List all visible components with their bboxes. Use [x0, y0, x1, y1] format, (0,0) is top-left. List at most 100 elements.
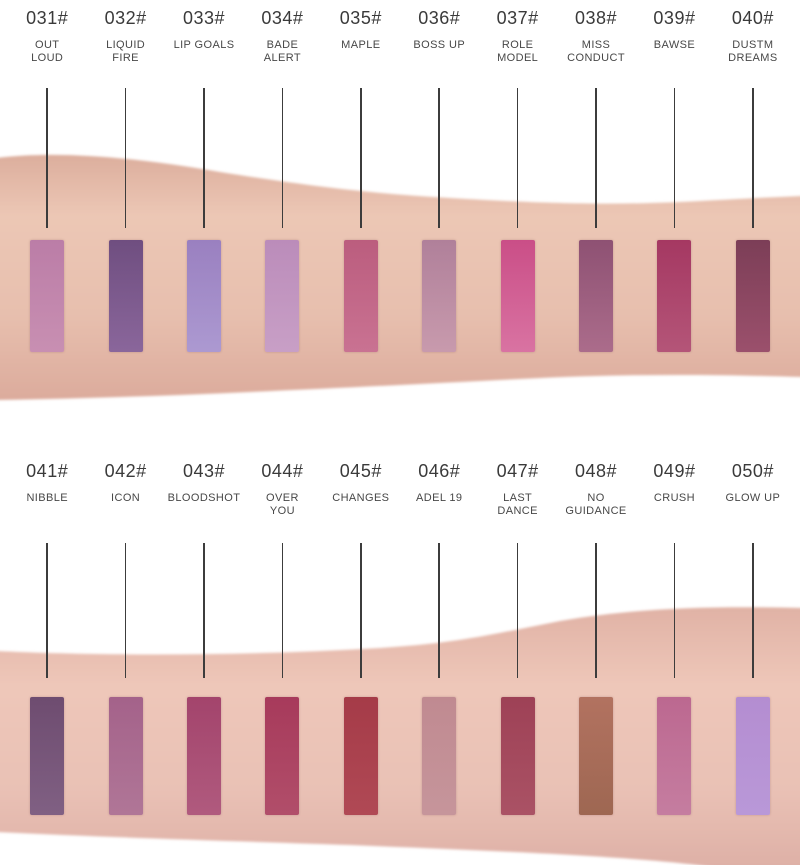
shade-name-label: BLOODSHOT: [167, 492, 241, 504]
shade-name-label: DUSTM DREAMS: [728, 39, 778, 64]
lipstick-swatch: [500, 240, 535, 352]
shade-number-label: 039#: [653, 8, 696, 28]
pointer-line: [360, 88, 362, 228]
lipstick-swatch: [187, 240, 222, 352]
shade-number-label: 048#: [575, 461, 618, 481]
shade-name-label: OVER YOU: [266, 492, 299, 517]
shade-column: 032# LIQUID FIRE: [86, 5, 164, 352]
pointer-line: [595, 88, 597, 228]
shade-number-label: 038#: [575, 8, 618, 28]
pointer-line: [46, 543, 48, 678]
shade-column: 042# ICON: [86, 458, 164, 815]
lipstick-swatch: [500, 697, 535, 815]
pointer-line: [360, 543, 362, 678]
shade-number-label: 034#: [261, 8, 304, 28]
shade-number-label: 046#: [418, 461, 461, 481]
lipstick-swatch: [108, 240, 143, 352]
shade-column: 043# BLOODSHOT: [165, 458, 243, 815]
shade-name-label: MISS CONDUCT: [567, 39, 625, 64]
shade-column: 044# OVER YOU: [243, 458, 321, 815]
shade-column: 036# BOSS UP: [400, 5, 478, 352]
shade-number-label: 037#: [496, 8, 539, 28]
shade-number-label: 042#: [104, 461, 147, 481]
pointer-line: [438, 88, 440, 228]
shade-number-label: 032#: [104, 8, 147, 28]
pointer-line: [124, 88, 127, 228]
shade-column: 033# LIP GOALS: [165, 5, 243, 352]
swatch-row-031-040: 031# OUT LOUD 032# LIQUID FIRE 033# LIP …: [8, 0, 792, 352]
shade-name-label: LIP GOALS: [173, 39, 235, 51]
shade-column: 037# ROLE MODEL: [478, 5, 556, 352]
pointer-line: [595, 543, 597, 678]
pointer-line: [752, 543, 754, 678]
shade-number-label: 040#: [731, 8, 774, 28]
shade-number-label: 047#: [496, 461, 539, 481]
shade-number-label: 050#: [731, 461, 774, 481]
shade-name-label: ADEL 19: [416, 492, 463, 504]
shade-number-label: 035#: [339, 8, 382, 28]
shade-number-label: 036#: [418, 8, 461, 28]
pointer-line: [673, 88, 676, 228]
shade-column: 050# GLOW UP: [714, 458, 792, 815]
shade-column: 048# NO GUIDANCE: [557, 458, 635, 815]
pointer-line: [281, 543, 284, 678]
shade-column: 031# OUT LOUD: [8, 5, 86, 352]
shade-number-label: 044#: [261, 461, 304, 481]
lipstick-swatch: [735, 240, 770, 352]
shade-name-label: ROLE MODEL: [497, 39, 539, 64]
pointer-line: [203, 543, 205, 678]
lipstick-swatch: [422, 697, 457, 815]
shade-number-label: 049#: [653, 461, 696, 481]
shade-column: 034# BADE ALERT: [243, 5, 321, 352]
pointer-line: [46, 88, 48, 228]
lipstick-swatch: [657, 240, 692, 352]
shade-name-label: LAST DANCE: [497, 492, 538, 517]
shade-name-label: LIQUID FIRE: [106, 39, 146, 64]
swatch-row-041-050: 041# NIBBLE 042# ICON 043# BLOODSHOT 044…: [8, 450, 792, 815]
shade-number-label: 031#: [26, 8, 69, 28]
shade-number-label: 043#: [182, 461, 226, 481]
shade-number-label: 045#: [339, 461, 382, 481]
lipstick-swatch: [422, 240, 457, 352]
shade-column: 047# LAST DANCE: [478, 458, 556, 815]
pointer-line: [516, 543, 519, 678]
pointer-line: [516, 88, 519, 228]
lipstick-swatch: [579, 697, 614, 815]
shade-name-label: BOSS UP: [413, 39, 466, 51]
lipstick-swatch: [343, 240, 378, 352]
shade-column: 049# CRUSH: [635, 458, 713, 815]
lipstick-swatch: [735, 697, 770, 815]
lipstick-swatch: [657, 697, 692, 815]
pointer-line: [203, 88, 205, 228]
shade-name-label: CHANGES: [332, 492, 390, 504]
shade-name-label: MAPLE: [341, 39, 381, 51]
pointer-line: [438, 543, 440, 678]
lipstick-swatch: [30, 240, 65, 352]
pointer-line: [752, 88, 754, 228]
shade-column: 039# BAWSE: [635, 5, 713, 352]
shade-number-label: 041#: [26, 461, 69, 481]
lipstick-swatch: [30, 697, 65, 815]
shade-name-label: BADE ALERT: [263, 39, 302, 64]
lipstick-swatch: [265, 697, 300, 815]
shade-column: 041# NIBBLE: [8, 458, 86, 815]
shade-column: 045# CHANGES: [322, 458, 400, 815]
lipstick-swatch: [343, 697, 378, 815]
lipstick-swatch: [579, 240, 614, 352]
lipstick-swatch: [187, 697, 222, 815]
shade-name-label: NO GUIDANCE: [565, 492, 627, 517]
shade-name-label: ICON: [111, 492, 141, 504]
shade-column: 040# DUSTM DREAMS: [714, 5, 792, 352]
shade-name-label: CRUSH: [653, 492, 696, 504]
pointer-line: [673, 543, 676, 678]
shade-name-label: GLOW UP: [725, 492, 781, 504]
shade-number-label: 033#: [182, 8, 226, 28]
pointer-line: [124, 543, 127, 678]
shade-name-label: BAWSE: [653, 39, 696, 51]
lipstick-swatch: [265, 240, 300, 352]
lipstick-swatch: [108, 697, 143, 815]
shade-name-label: NIBBLE: [26, 492, 68, 504]
shade-column: 046# ADEL 19: [400, 458, 478, 815]
shade-column: 038# MISS CONDUCT: [557, 5, 635, 352]
